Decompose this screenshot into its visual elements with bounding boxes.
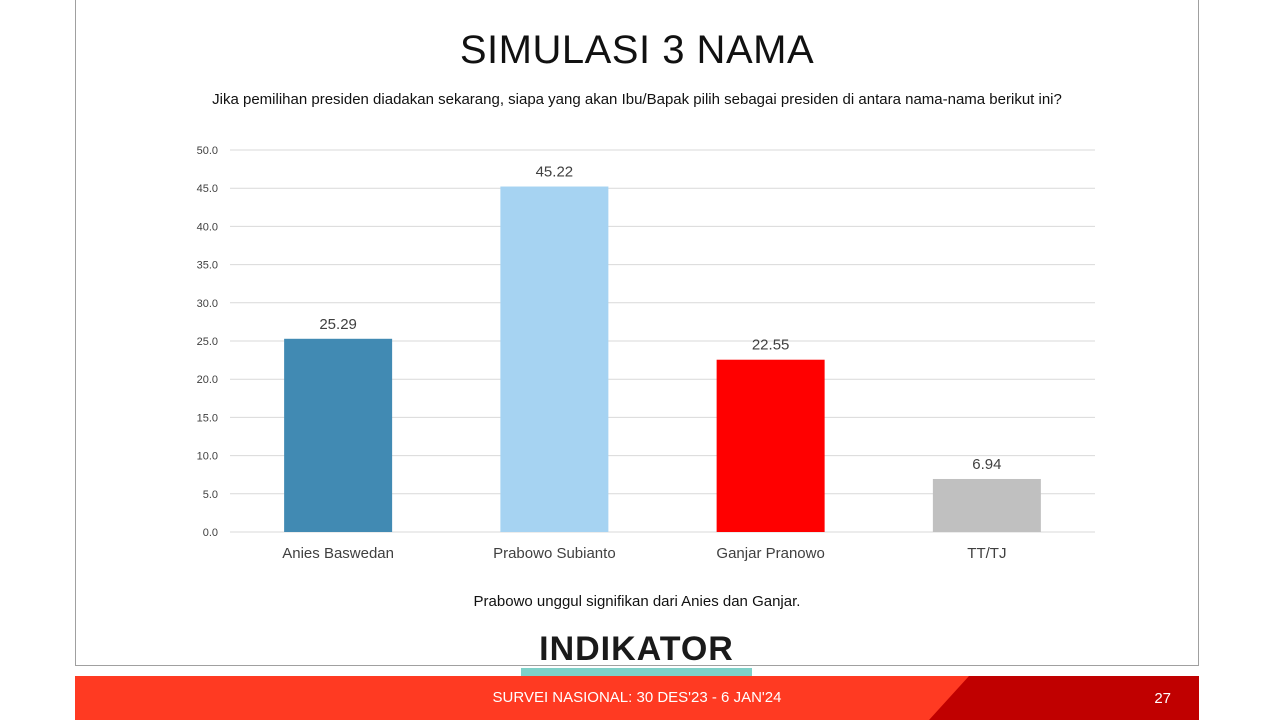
y-tick-label: 5.0 <box>203 489 218 501</box>
data-label: 22.55 <box>752 337 790 354</box>
y-tick-label: 10.0 <box>197 451 218 463</box>
footer-survey-label: SURVEI NASIONAL: 30 DES'23 - 6 JAN'24 <box>492 689 782 706</box>
footer-bar: SURVEI NASIONAL: 30 DES'23 - 6 JAN'24 27 <box>75 676 1199 720</box>
y-tick-label: 40.0 <box>197 221 218 233</box>
bar <box>932 478 1041 532</box>
page-number: 27 <box>1154 690 1171 707</box>
bar <box>716 359 825 532</box>
y-tick-label: 50.0 <box>197 145 218 157</box>
y-tick-label: 15.0 <box>197 412 218 424</box>
data-label: 25.29 <box>319 316 357 333</box>
x-category-label: TT/TJ <box>967 545 1006 562</box>
slide-title: SIMULASI 3 NAMA <box>459 28 815 72</box>
slide-frame <box>75 0 1199 666</box>
y-tick-label: 35.0 <box>197 260 218 272</box>
logo-text: INDIKATOR <box>539 630 734 668</box>
data-label: 6.94 <box>972 456 1001 473</box>
bar <box>284 338 393 532</box>
survey-question: Jika pemilihan presiden diadakan sekaran… <box>212 91 1062 108</box>
y-tick-label: 20.0 <box>197 374 218 386</box>
y-tick-label: 0.0 <box>203 527 218 539</box>
y-tick-label: 45.0 <box>197 183 218 195</box>
y-tick-label: 30.0 <box>197 298 218 310</box>
y-tick-label: 25.0 <box>197 336 218 348</box>
x-category-label: Anies Baswedan <box>282 545 394 562</box>
x-category-label: Prabowo Subianto <box>493 545 616 562</box>
x-category-label: Ganjar Pranowo <box>716 545 824 562</box>
footer-accent <box>929 676 1199 720</box>
bar <box>500 186 609 532</box>
chart-note: Prabowo unggul signifikan dari Anies dan… <box>473 593 801 610</box>
data-label: 45.22 <box>536 164 574 181</box>
